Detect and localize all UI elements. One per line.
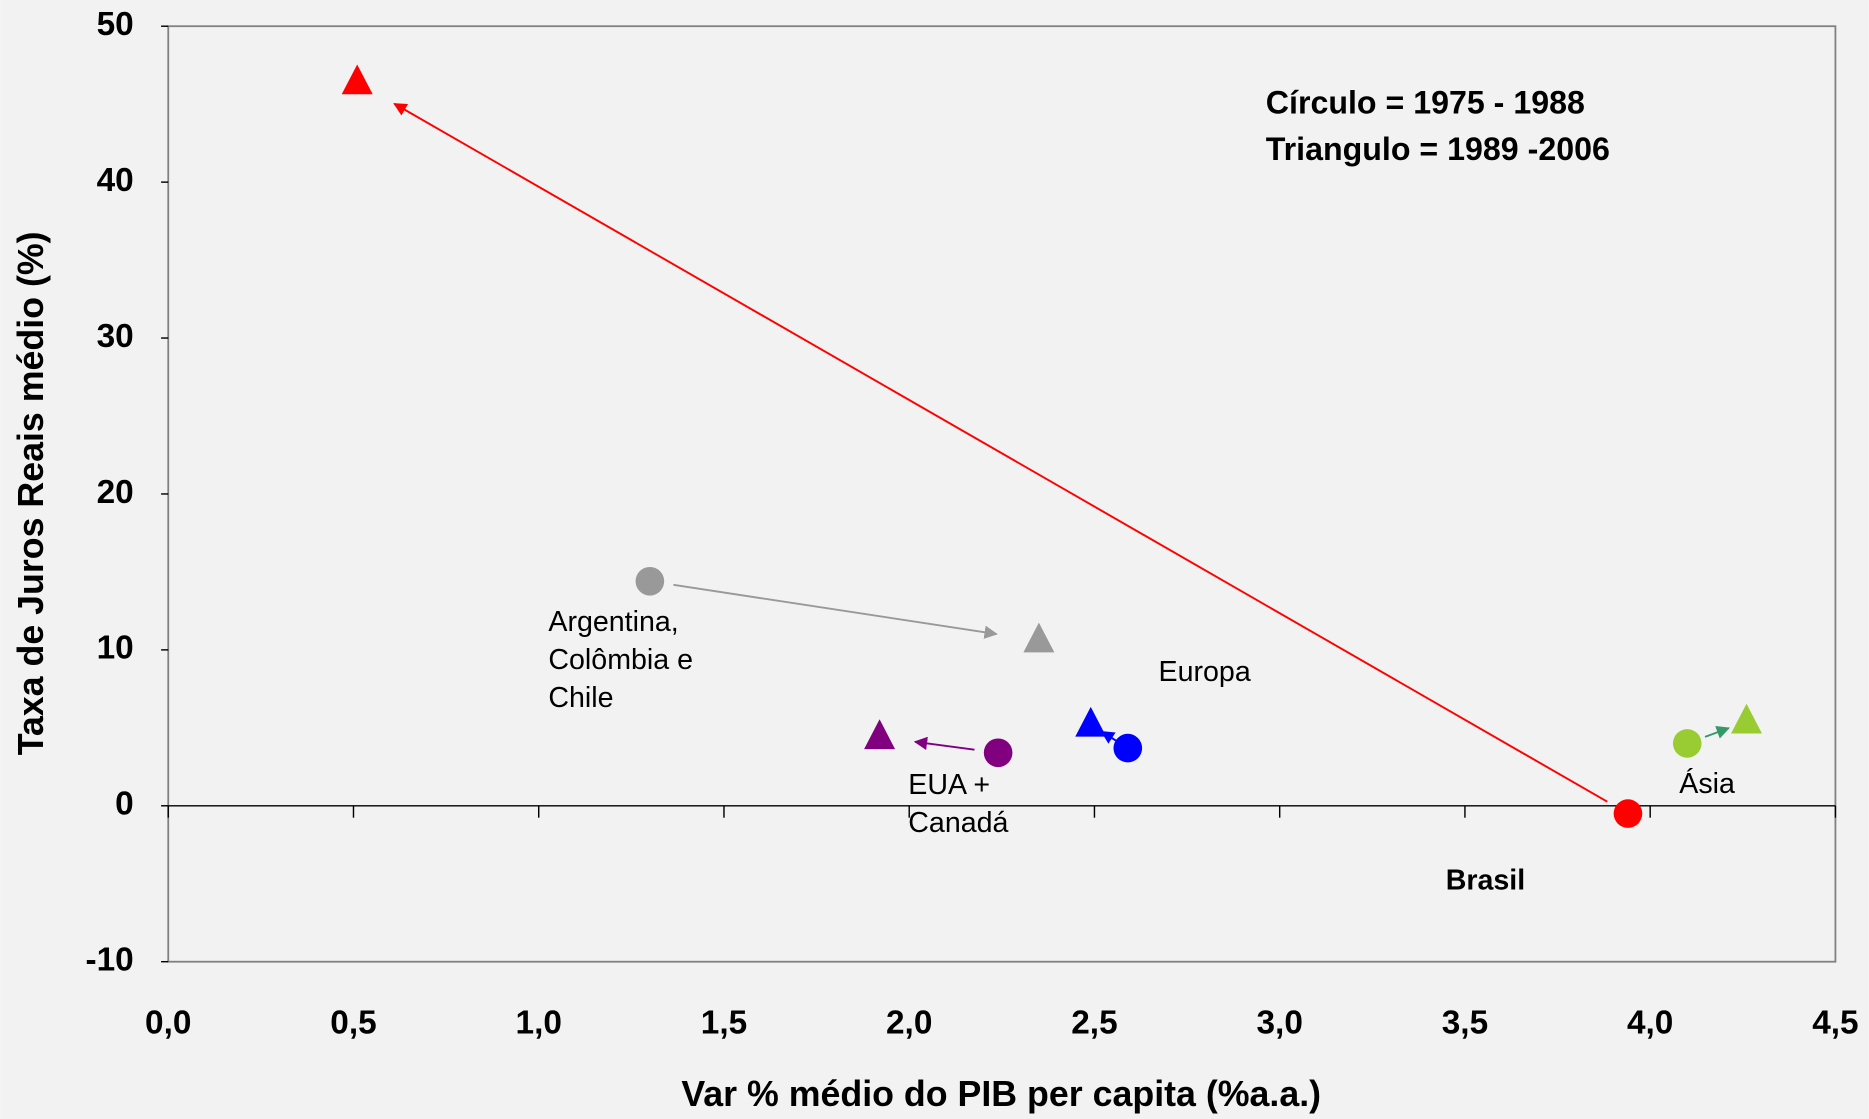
x-tick-label: 0,5 bbox=[330, 1005, 376, 1042]
region-label: Chile bbox=[548, 682, 613, 714]
y-tick-label: 40 bbox=[97, 162, 134, 199]
point-triangle bbox=[1731, 703, 1762, 734]
point-triangle bbox=[1075, 706, 1107, 737]
point-circle bbox=[983, 738, 1013, 768]
y-tick-label: 0 bbox=[115, 786, 134, 823]
x-tick-label: 4,0 bbox=[1627, 1005, 1673, 1042]
annotation: Triangulo = 1989 -2006 bbox=[1266, 131, 1610, 167]
x-tick-label: 3,5 bbox=[1442, 1005, 1488, 1042]
x-tick-label: 2,0 bbox=[886, 1005, 932, 1042]
arrow bbox=[1704, 726, 1730, 739]
region-label: Ásia bbox=[1679, 767, 1735, 800]
point-triangle bbox=[341, 64, 373, 95]
arrow bbox=[913, 736, 975, 751]
x-tick-label: 1,0 bbox=[516, 1005, 562, 1042]
arrow bbox=[673, 583, 998, 639]
x-tick-label: 0,0 bbox=[145, 1005, 191, 1042]
y-tick-label: 10 bbox=[97, 630, 134, 667]
region-label: Colômbia e bbox=[548, 644, 693, 676]
x-tick-label: 4,5 bbox=[1812, 1005, 1858, 1042]
region-label: Brasil bbox=[1446, 864, 1525, 896]
y-tick-label: 30 bbox=[97, 318, 134, 355]
x-tick-label: 2,5 bbox=[1071, 1005, 1117, 1042]
point-triangle bbox=[864, 719, 896, 750]
y-tick-label: 20 bbox=[97, 474, 134, 511]
point-circle bbox=[1613, 799, 1643, 828]
y-axis-title: Taxa de Juros Reais médio (%) bbox=[11, 231, 51, 755]
arrow bbox=[393, 102, 1608, 803]
point-triangle bbox=[1023, 622, 1055, 653]
point-circle bbox=[635, 566, 665, 596]
y-tick-label: 50 bbox=[97, 6, 134, 43]
annotation: Círculo = 1975 - 1988 bbox=[1266, 84, 1585, 120]
x-axis-title: Var % médio do PIB per capita (%a.a.) bbox=[681, 1074, 1321, 1114]
y-tick-label: -10 bbox=[85, 942, 133, 979]
point-circle bbox=[1113, 733, 1143, 763]
region-label: Canadá bbox=[908, 807, 1008, 839]
x-tick-label: 3,0 bbox=[1257, 1005, 1303, 1042]
region-label: Europa bbox=[1159, 656, 1251, 688]
x-tick-label: 1,5 bbox=[701, 1005, 747, 1042]
region-label: EUA + bbox=[908, 769, 990, 801]
point-circle bbox=[1672, 729, 1702, 758]
region-label: Argentina, bbox=[548, 606, 678, 638]
